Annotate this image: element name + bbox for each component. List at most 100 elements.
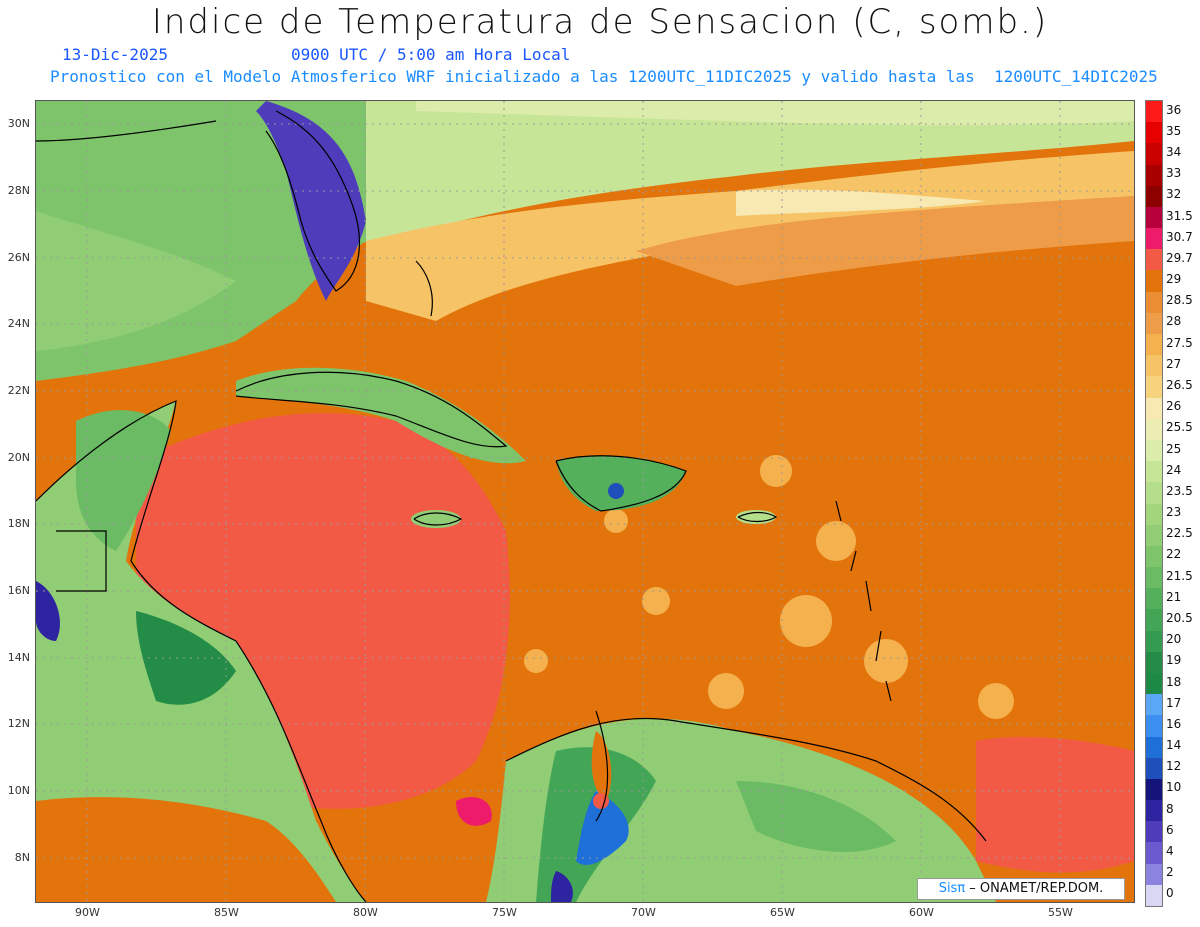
lon-label-65w: 65W	[770, 906, 795, 919]
color-legend-swatch	[1146, 228, 1162, 250]
lon-label-80w: 80W	[353, 906, 378, 919]
lat-label-28n: 28N	[7, 184, 30, 197]
color-legend-swatch	[1146, 439, 1162, 462]
lon-label-55w: 55W	[1048, 906, 1073, 919]
lon-label-70w: 70W	[631, 906, 656, 919]
color-legend-label: 2	[1166, 865, 1174, 880]
color-legend-swatch	[1146, 884, 1162, 907]
lon-label-85w: 85W	[214, 906, 239, 919]
color-legend-swatch	[1146, 672, 1162, 695]
credit-text: – ONAMET/REP.DOM.	[965, 881, 1104, 896]
color-legend-swatch	[1146, 101, 1162, 123]
color-legend-label: 30.7	[1166, 229, 1193, 244]
color-legend-swatch	[1146, 312, 1162, 335]
color-legend-label: 6	[1166, 822, 1174, 837]
sispi-logo-text: Sisπ	[938, 881, 966, 896]
color-legend-label: 28.5	[1166, 293, 1193, 308]
color-legend-label: 12	[1166, 759, 1182, 774]
forecast-date: 13-Dic-2025	[62, 45, 168, 64]
lon-label-60w: 60W	[909, 906, 934, 919]
color-legend-swatch	[1146, 206, 1162, 229]
color-legend-swatch	[1146, 588, 1162, 610]
color-legend-swatch	[1146, 863, 1162, 886]
color-legend-swatch	[1146, 143, 1162, 166]
color-legend-label: 28	[1166, 314, 1182, 329]
color-legend-swatch	[1146, 524, 1162, 547]
lat-label-14n: 14N	[7, 651, 30, 664]
color-legend-label: 31.5	[1166, 208, 1193, 223]
color-legend-label: 29	[1166, 272, 1182, 287]
lat-label-16n: 16N	[7, 584, 30, 597]
lat-label-12n: 12N	[7, 717, 30, 730]
color-legend-label: 32	[1166, 187, 1182, 202]
color-legend-label: 21	[1166, 589, 1182, 604]
color-legend-swatch	[1146, 800, 1162, 822]
color-legend-label: 34	[1166, 144, 1182, 159]
color-legend-label: 17	[1166, 695, 1182, 710]
color-legend-label: 27	[1166, 356, 1182, 371]
lat-label-18n: 18N	[7, 517, 30, 530]
color-legend-label: 25	[1166, 441, 1182, 456]
color-legend-bar	[1145, 100, 1163, 907]
lat-label-20n: 20N	[7, 451, 30, 464]
color-legend-label: 4	[1166, 844, 1174, 859]
color-legend-swatch	[1146, 757, 1162, 780]
lat-label-22n: 22N	[7, 384, 30, 397]
color-legend-label: 24	[1166, 462, 1182, 477]
color-legend-swatch	[1146, 842, 1162, 865]
lat-label-24n: 24N	[7, 317, 30, 330]
color-legend-swatch	[1146, 630, 1162, 653]
color-legend-swatch	[1146, 609, 1162, 632]
color-legend-swatch	[1146, 270, 1162, 293]
model-info: Pronostico con el Modelo Atmosferico WRF…	[50, 67, 1158, 86]
lat-label-30n: 30N	[7, 117, 30, 130]
color-legend-label: 33	[1166, 166, 1182, 181]
color-legend-label: 20	[1166, 632, 1182, 647]
forecast-time: 0900 UTC / 5:00 am Hora Local	[291, 45, 571, 64]
color-legend-swatch	[1146, 122, 1162, 144]
color-legend-swatch	[1146, 249, 1162, 271]
color-legend-label: 26.5	[1166, 377, 1193, 392]
lon-label-90w: 90W	[75, 906, 100, 919]
color-legend-swatch	[1146, 545, 1162, 568]
color-legend-swatch	[1146, 651, 1162, 674]
color-legend-swatch	[1146, 821, 1162, 843]
color-legend-label: 22.5	[1166, 526, 1193, 541]
lat-label-10n: 10N	[7, 784, 30, 797]
lon-label-75w: 75W	[492, 906, 517, 919]
color-legend-label: 0	[1166, 886, 1174, 901]
color-legend-label: 18	[1166, 674, 1182, 689]
color-legend-label: 16	[1166, 716, 1182, 731]
color-legend-label: 35	[1166, 123, 1182, 138]
color-legend-label: 10	[1166, 780, 1182, 795]
lat-label-8n: 8N	[14, 851, 30, 864]
color-legend-swatch	[1146, 567, 1162, 589]
color-legend-label: 22	[1166, 547, 1182, 562]
chart-title: Indice de Temperatura de Sensacion (C, s…	[151, 2, 1049, 42]
color-legend-label: 23.5	[1166, 483, 1193, 498]
color-legend-label: 21.5	[1166, 568, 1193, 583]
color-legend-label: 14	[1166, 738, 1182, 753]
color-legend-swatch	[1146, 503, 1162, 526]
color-legend-swatch	[1146, 736, 1162, 759]
color-legend-label: 27.5	[1166, 335, 1193, 350]
heat-index-map	[35, 100, 1135, 903]
color-legend-swatch	[1146, 715, 1162, 737]
color-legend-label: 25.5	[1166, 420, 1193, 435]
color-legend-swatch	[1146, 778, 1162, 801]
color-legend-label: 20.5	[1166, 611, 1193, 625]
color-legend-label: 8	[1166, 801, 1174, 816]
color-legend-label: 26	[1166, 399, 1182, 414]
credit-badge: Sisπ – ONAMET/REP.DOM.	[917, 878, 1125, 900]
color-legend-label: 29.7	[1166, 250, 1193, 265]
color-legend-label: 36	[1166, 102, 1182, 117]
color-legend-swatch	[1146, 397, 1162, 420]
color-legend-swatch	[1146, 164, 1162, 187]
color-legend-swatch	[1146, 418, 1162, 441]
lat-label-26n: 26N	[7, 251, 30, 264]
color-legend-swatch	[1146, 291, 1162, 314]
color-legend-swatch	[1146, 334, 1162, 356]
color-legend-swatch	[1146, 694, 1162, 716]
color-legend-swatch	[1146, 185, 1162, 208]
color-legend-label: 19	[1166, 653, 1182, 668]
